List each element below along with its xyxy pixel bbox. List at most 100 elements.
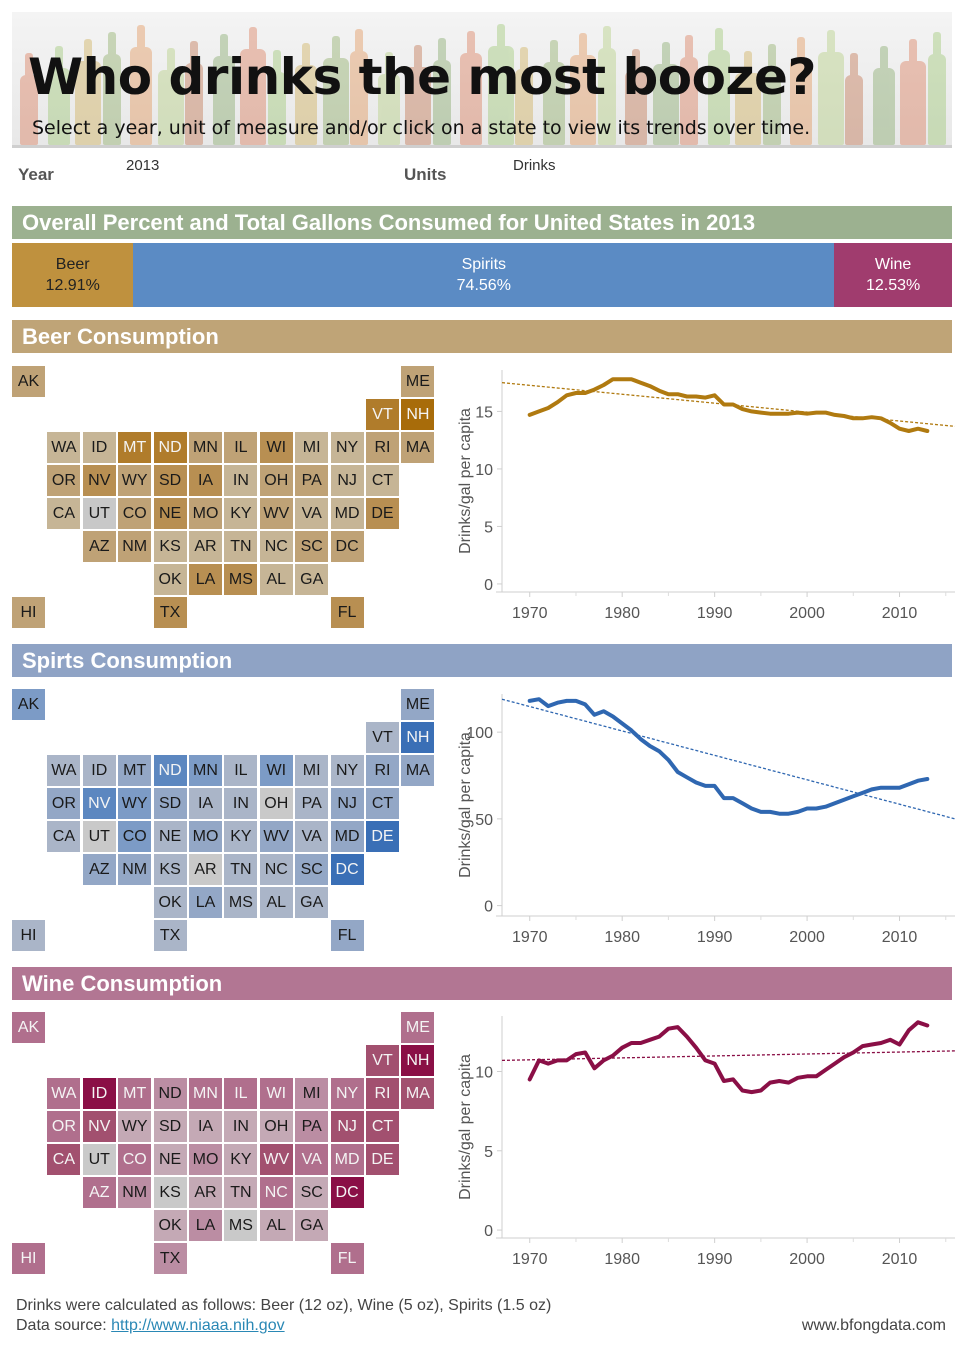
state-tile-oh[interactable]: OH xyxy=(259,465,293,496)
state-tile-ok[interactable]: OK xyxy=(153,564,187,595)
state-tile-ms[interactable]: MS xyxy=(224,1210,258,1241)
state-tile-nj[interactable]: NJ xyxy=(330,465,364,496)
state-tile-ne[interactable]: NE xyxy=(153,1144,187,1175)
state-tile-wv[interactable]: WV xyxy=(259,1144,293,1175)
state-tile-ri[interactable]: RI xyxy=(366,432,399,463)
state-tile-sd[interactable]: SD xyxy=(153,788,187,819)
state-tile-tx[interactable]: TX xyxy=(153,597,187,628)
state-tile-me[interactable]: ME xyxy=(401,689,435,720)
state-tile-id[interactable]: ID xyxy=(82,432,116,463)
overall-segment-beer[interactable]: Beer 12.91% xyxy=(12,243,134,307)
state-tile-sc[interactable]: SC xyxy=(295,854,329,885)
state-tile-fl[interactable]: FL xyxy=(330,920,364,951)
state-tile-vt[interactable]: VT xyxy=(366,399,399,430)
state-tile-ks[interactable]: KS xyxy=(153,854,187,885)
state-tile-dc[interactable]: DC xyxy=(330,1177,364,1208)
state-tile-il[interactable]: IL xyxy=(224,432,258,463)
state-tile-ak[interactable]: AK xyxy=(12,1012,45,1043)
state-tile-hi[interactable]: HI xyxy=(12,597,45,628)
state-tile-md[interactable]: MD xyxy=(330,1144,364,1175)
state-tile-ga[interactable]: GA xyxy=(295,564,329,595)
state-tile-wa[interactable]: WA xyxy=(47,755,81,786)
state-tile-ma[interactable]: MA xyxy=(401,1078,435,1109)
state-tile-mo[interactable]: MO xyxy=(189,821,222,852)
state-tile-mt[interactable]: MT xyxy=(118,1078,152,1109)
state-tile-or[interactable]: OR xyxy=(47,788,81,819)
state-tile-az[interactable]: AZ xyxy=(82,531,116,562)
state-tile-mn[interactable]: MN xyxy=(189,432,222,463)
state-tile-mi[interactable]: MI xyxy=(295,755,329,786)
state-tile-hi[interactable]: HI xyxy=(12,1243,45,1274)
state-tile-ar[interactable]: AR xyxy=(189,1177,222,1208)
state-tile-in[interactable]: IN xyxy=(224,465,258,496)
state-tile-ok[interactable]: OK xyxy=(153,887,187,918)
state-tile-la[interactable]: LA xyxy=(189,1210,222,1241)
state-tile-fl[interactable]: FL xyxy=(330,597,364,628)
state-tile-mo[interactable]: MO xyxy=(189,1144,222,1175)
state-tile-nh[interactable]: NH xyxy=(401,399,435,430)
state-tile-id[interactable]: ID xyxy=(82,755,116,786)
state-tile-az[interactable]: AZ xyxy=(82,1177,116,1208)
overall-segment-wine[interactable]: Wine 12.53% xyxy=(834,243,952,307)
state-tile-co[interactable]: CO xyxy=(118,1144,152,1175)
state-tile-md[interactable]: MD xyxy=(330,821,364,852)
state-tile-ca[interactable]: CA xyxy=(47,821,81,852)
state-tile-fl[interactable]: FL xyxy=(330,1243,364,1274)
state-tile-pa[interactable]: PA xyxy=(295,788,329,819)
state-tile-ca[interactable]: CA xyxy=(47,1144,81,1175)
state-tile-nc[interactable]: NC xyxy=(259,854,293,885)
state-tile-mt[interactable]: MT xyxy=(118,755,152,786)
state-tile-al[interactable]: AL xyxy=(259,1210,293,1241)
state-tile-il[interactable]: IL xyxy=(224,755,258,786)
state-tile-nv[interactable]: NV xyxy=(82,788,116,819)
state-tile-ky[interactable]: KY xyxy=(224,1144,258,1175)
state-tile-in[interactable]: IN xyxy=(224,788,258,819)
state-tile-mn[interactable]: MN xyxy=(189,1078,222,1109)
state-tile-ut[interactable]: UT xyxy=(82,1144,116,1175)
state-tile-nh[interactable]: NH xyxy=(401,722,435,753)
state-tile-ms[interactable]: MS xyxy=(224,564,258,595)
state-tile-dc[interactable]: DC xyxy=(330,531,364,562)
overall-segment-spirits[interactable]: Spirits 74.56% xyxy=(133,243,835,307)
state-tile-tn[interactable]: TN xyxy=(224,531,258,562)
state-tile-ga[interactable]: GA xyxy=(295,887,329,918)
state-tile-ca[interactable]: CA xyxy=(47,498,81,529)
state-tile-la[interactable]: LA xyxy=(189,564,222,595)
state-tile-wy[interactable]: WY xyxy=(118,1111,152,1142)
state-tile-wa[interactable]: WA xyxy=(47,1078,81,1109)
state-tile-wi[interactable]: WI xyxy=(259,755,293,786)
state-tile-mn[interactable]: MN xyxy=(189,755,222,786)
state-tile-ny[interactable]: NY xyxy=(330,1078,364,1109)
state-tile-ak[interactable]: AK xyxy=(12,366,45,397)
state-tile-al[interactable]: AL xyxy=(259,887,293,918)
state-tile-pa[interactable]: PA xyxy=(295,1111,329,1142)
state-tile-az[interactable]: AZ xyxy=(82,854,116,885)
state-tile-ia[interactable]: IA xyxy=(189,1111,222,1142)
state-tile-me[interactable]: ME xyxy=(401,1012,435,1043)
state-tile-sc[interactable]: SC xyxy=(295,531,329,562)
state-tile-wi[interactable]: WI xyxy=(259,1078,293,1109)
state-tile-ne[interactable]: NE xyxy=(153,821,187,852)
state-tile-la[interactable]: LA xyxy=(189,887,222,918)
state-tile-sd[interactable]: SD xyxy=(153,465,187,496)
state-tile-mi[interactable]: MI xyxy=(295,1078,329,1109)
state-tile-mt[interactable]: MT xyxy=(118,432,152,463)
state-tile-ok[interactable]: OK xyxy=(153,1210,187,1241)
state-tile-sd[interactable]: SD xyxy=(153,1111,187,1142)
state-tile-ny[interactable]: NY xyxy=(330,755,364,786)
state-tile-tn[interactable]: TN xyxy=(224,1177,258,1208)
state-tile-il[interactable]: IL xyxy=(224,1078,258,1109)
state-tile-wv[interactable]: WV xyxy=(259,821,293,852)
state-tile-nh[interactable]: NH xyxy=(401,1045,435,1076)
state-tile-va[interactable]: VA xyxy=(295,821,329,852)
state-tile-ks[interactable]: KS xyxy=(153,531,187,562)
state-tile-ks[interactable]: KS xyxy=(153,1177,187,1208)
state-tile-nj[interactable]: NJ xyxy=(330,788,364,819)
state-tile-in[interactable]: IN xyxy=(224,1111,258,1142)
state-tile-ri[interactable]: RI xyxy=(366,1078,399,1109)
state-tile-nd[interactable]: ND xyxy=(153,1078,187,1109)
state-tile-me[interactable]: ME xyxy=(401,366,435,397)
state-tile-nm[interactable]: NM xyxy=(118,1177,152,1208)
state-tile-dc[interactable]: DC xyxy=(330,854,364,885)
state-tile-ne[interactable]: NE xyxy=(153,498,187,529)
